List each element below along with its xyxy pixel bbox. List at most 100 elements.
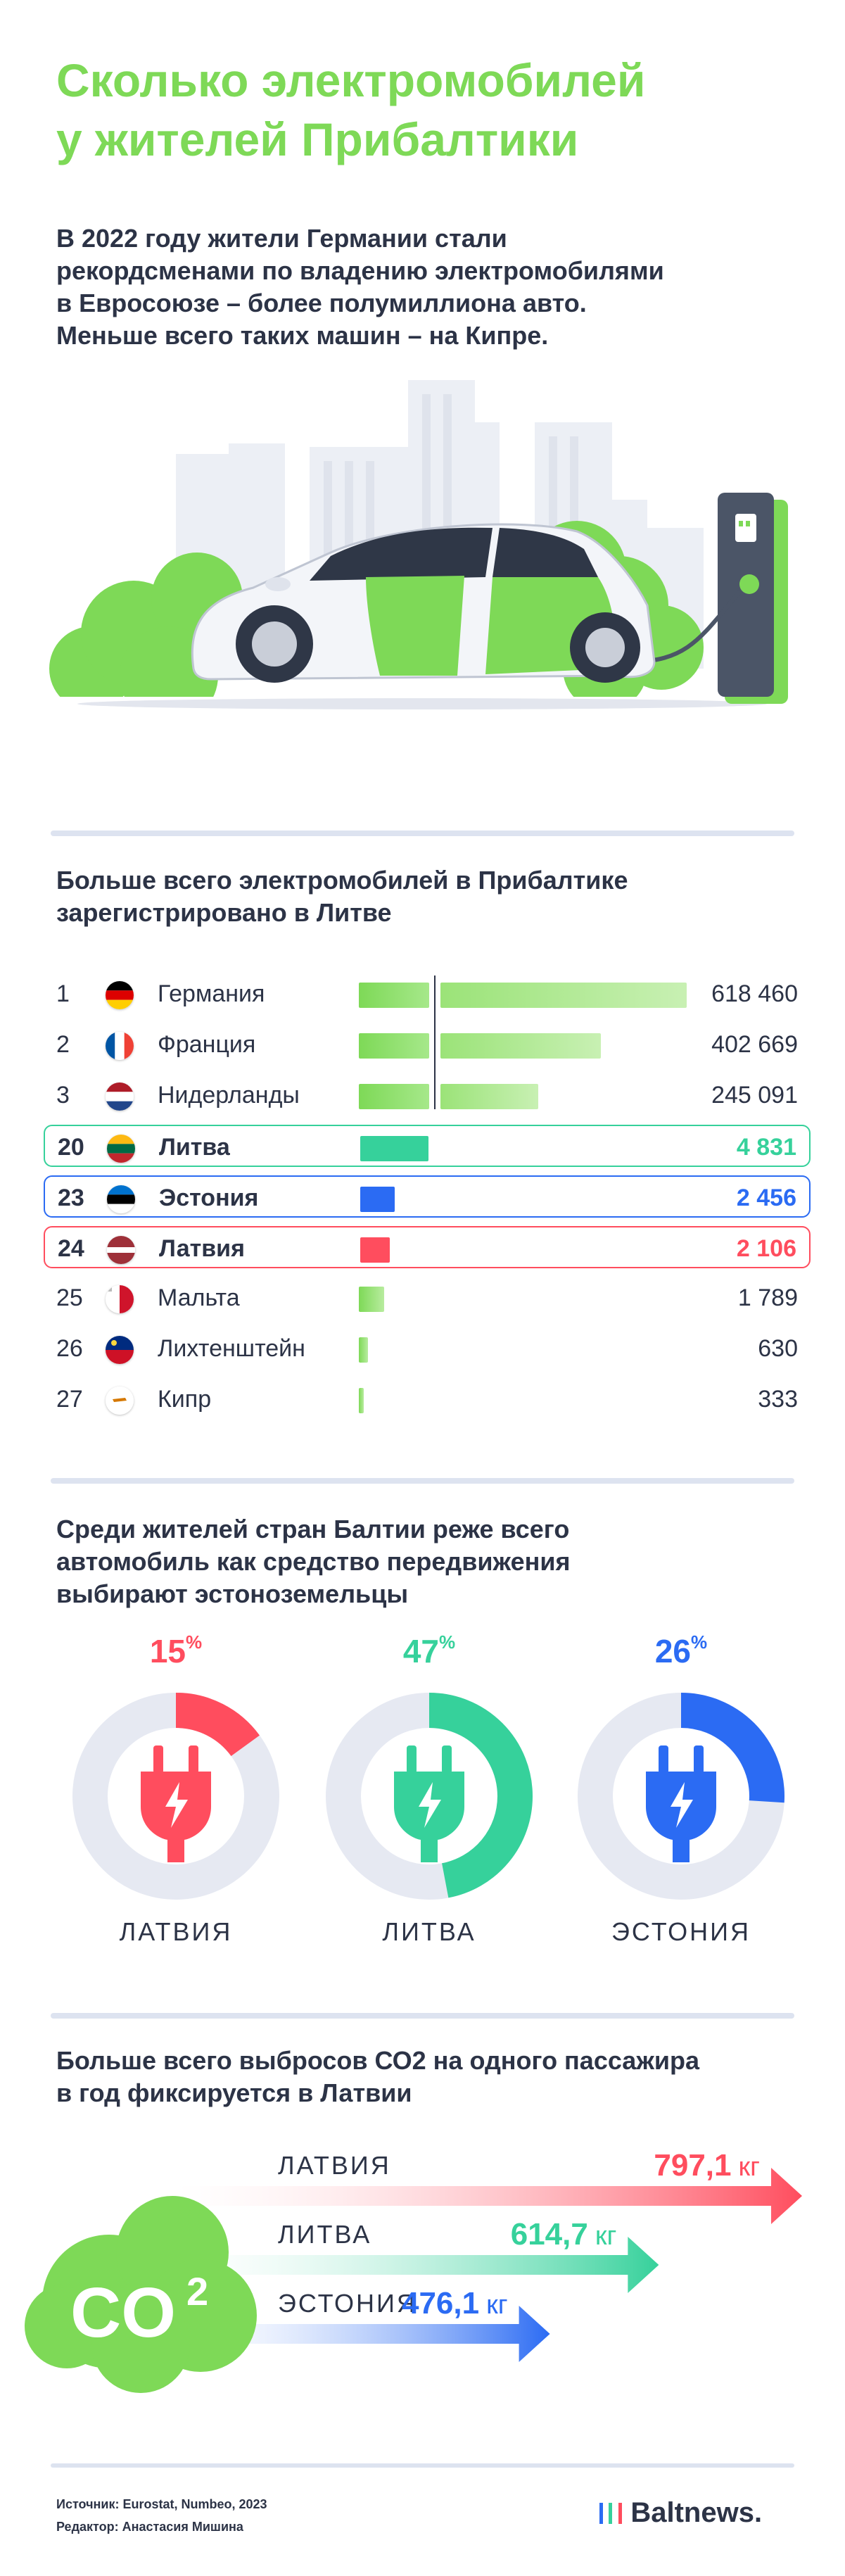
value-label: 245 091 (711, 1082, 798, 1109)
ranking-row: 1 Германия 618 460 (44, 973, 811, 1015)
section-1-title-line-1: Больше всего электромобилей в Прибалтике (56, 866, 628, 895)
car-illustration (191, 523, 656, 683)
intro-line-1: В 2022 году жители Германии стали (56, 224, 507, 253)
donut-slice (72, 1693, 279, 1900)
co2-value-label: 614,7 кг (510, 2217, 617, 2252)
bar (359, 1388, 364, 1413)
bar (360, 1187, 395, 1212)
section-3-title-line-1: Больше всего выбросов СО2 на одного пасс… (56, 2046, 699, 2075)
rank-number: 20 (58, 1134, 84, 1161)
rank-number: 27 (56, 1386, 83, 1413)
lithuania-flag-icon (107, 1135, 135, 1163)
value-label: 4 831 (736, 1134, 796, 1161)
country-name: Лихтенштейн (158, 1335, 305, 1362)
footer-editor: Редактор: Анастасия Мишина (56, 2520, 243, 2534)
donut-country-label: ЭСТОНИЯ (611, 1917, 751, 1946)
baltnews-logo: Baltnews. (599, 2497, 762, 2529)
donut-country-label: ЛИТВА (382, 1917, 476, 1946)
co2-chart: CO 2 (25, 2168, 802, 2393)
donut-percent: 15% (149, 1631, 203, 1669)
co2-value-label: 476,1 кг (401, 2286, 508, 2321)
section-3-title: Больше всего выбросов СО2 на одного пасс… (56, 2045, 802, 2109)
section-2-title-line-1: Среди жителей стран Балтии реже всего (56, 1515, 570, 1543)
rank-number: 26 (56, 1335, 83, 1362)
ranking-row: 24 Латвия 2 106 (44, 1226, 811, 1268)
bar (359, 1337, 368, 1363)
ranking-row: 3 Нидерланды 245 091 (44, 1074, 811, 1116)
country-name: Нидерланды (158, 1082, 300, 1109)
country-name: Эстония (159, 1185, 259, 1211)
section-1-title: Больше всего электромобилей в Прибалтике… (56, 864, 802, 929)
divider (51, 2013, 794, 2019)
logo-bar-icon (599, 2502, 603, 2524)
divider (51, 831, 794, 836)
divider (51, 2463, 794, 2468)
hero-illustration (0, 380, 845, 788)
donut-slice (326, 1693, 533, 1900)
bar-continuation (440, 1033, 601, 1059)
section-2-title-line-3: выбирают эстоноземельцы (56, 1579, 409, 1608)
co2-cloud-sup: 2 (186, 2269, 208, 2313)
country-name: Франция (158, 1031, 256, 1058)
plug-icon (646, 1745, 716, 1862)
rank-number: 23 (58, 1185, 84, 1211)
netherlands-flag-icon (106, 1082, 134, 1111)
bar (359, 1084, 429, 1109)
title-line-1: Сколько электромобилей (56, 54, 646, 106)
intro-text: В 2022 году жители Германии стали рекорд… (56, 222, 802, 352)
rank-number: 2 (56, 1031, 70, 1058)
donut-chart (72, 1693, 279, 1900)
donut-slice (578, 1693, 784, 1900)
intro-line-2: рекордсменами по владению электромобилям… (56, 256, 664, 285)
ranking-row: 25 Мальта 1 789 (44, 1277, 811, 1319)
bar (360, 1237, 390, 1263)
donut-percent: 26% (654, 1631, 708, 1669)
country-name: Кипр (158, 1386, 212, 1413)
country-name: Латвия (159, 1235, 245, 1262)
bar (359, 1287, 384, 1312)
value-label: 2 456 (736, 1185, 796, 1211)
latvia-flag-icon (107, 1236, 135, 1264)
country-name: Литва (159, 1134, 230, 1161)
france-flag-icon (106, 1032, 134, 1060)
logo-text: Baltnews. (630, 2497, 763, 2528)
value-label: 630 (758, 1335, 798, 1362)
value-label: 402 669 (711, 1031, 798, 1058)
value-label: 333 (758, 1386, 798, 1413)
ranking-row: 26 Лихтенштейн 630 (44, 1327, 811, 1370)
section-2-title-line-2: автомобиль как средство передвижения (56, 1547, 571, 1576)
co2-country-label: ЛАТВИЯ (278, 2151, 391, 2180)
bar (360, 1136, 428, 1161)
donut-chart (578, 1693, 784, 1900)
estonia-flag-icon (107, 1185, 135, 1213)
plug-icon (141, 1745, 211, 1862)
co2-arrow (176, 2237, 659, 2293)
country-name: Мальта (158, 1284, 240, 1311)
intro-line-4: Меньше всего таких машин – на Кипре. (56, 321, 549, 350)
co2-arrow (176, 2306, 550, 2362)
bar-continuation (440, 983, 687, 1008)
rank-number: 1 (56, 980, 70, 1007)
donut-chart (326, 1693, 533, 1900)
ranking-row: 27 Кипр 333 (44, 1378, 811, 1420)
ranking-row: 20 Литва 4 831 (44, 1125, 811, 1167)
plug-icon (394, 1745, 464, 1862)
ranking-row: 23 Эстония 2 456 (44, 1175, 811, 1218)
ranking-row: 2 Франция 402 669 (44, 1023, 811, 1066)
bar-continuation (440, 1084, 538, 1109)
donut-country-label: ЛАТВИЯ (119, 1917, 233, 1946)
bar (359, 983, 429, 1008)
co2-country-label: ЛИТВА (278, 2220, 372, 2249)
co2-country-label: ЭСТОНИЯ (278, 2289, 417, 2318)
malta-flag-icon (106, 1285, 134, 1313)
logo-bar-icon (609, 2502, 613, 2524)
germany-flag-icon (106, 981, 134, 1009)
rank-number: 25 (56, 1284, 83, 1311)
rank-number: 3 (56, 1082, 70, 1109)
value-label: 1 789 (737, 1284, 798, 1311)
section-3-title-line-2: в год фиксируется в Латвии (56, 2078, 412, 2107)
bar (359, 1033, 429, 1059)
country-name: Германия (158, 980, 265, 1007)
charging-station-illustration (633, 493, 788, 704)
value-label: 618 460 (711, 980, 798, 1007)
